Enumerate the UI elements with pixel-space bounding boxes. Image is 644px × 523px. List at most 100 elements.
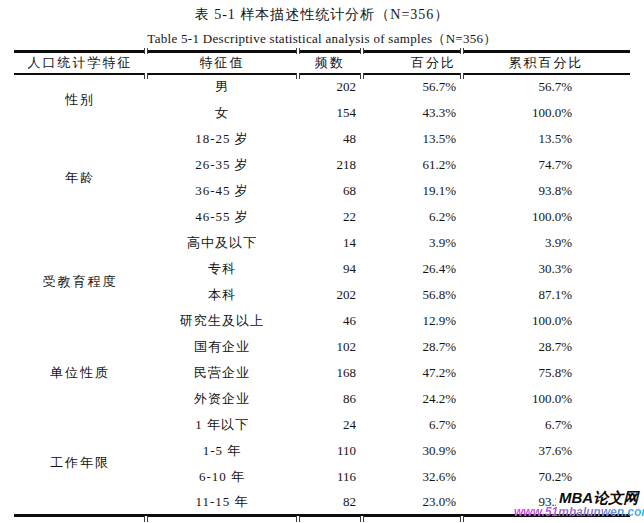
border-tick [360, 516, 364, 522]
border-tick [144, 73, 148, 79]
feature-value-cell: 36-45 岁 [146, 178, 298, 204]
table-body: 性别男20256.7%56.7%女15443.3%100.0%年龄18-25 岁… [14, 74, 630, 516]
frequency-cell: 116 [298, 464, 362, 490]
cumulative-percentage-cell: 100.0% [462, 308, 630, 334]
frequency-cell: 102 [298, 334, 362, 360]
cumulative-percentage-cell: 87.1% [462, 282, 630, 308]
border-tick [360, 48, 364, 54]
table-row: 受教育程度高中及以下143.9%3.9% [14, 230, 630, 256]
frequency-cell: 46 [298, 308, 362, 334]
group-label-cell: 年龄 [14, 126, 146, 230]
table-row: 年龄18-25 岁4813.5%13.5% [14, 126, 630, 152]
percentage-cell: 19.1% [362, 178, 462, 204]
feature-value-cell: 18-25 岁 [146, 126, 298, 152]
frequency-cell: 24 [298, 412, 362, 438]
col-header-percentage: 百分比 [362, 52, 462, 74]
col-header-cumulative-percentage: 累积百分比 [462, 52, 630, 74]
percentage-cell: 30.9% [362, 438, 462, 464]
cumulative-percentage-cell: 13.5% [462, 126, 630, 152]
percentage-cell: 56.7% [362, 74, 462, 100]
cumulative-percentage-cell: 6.7% [462, 412, 630, 438]
percentage-cell: 6.7% [362, 412, 462, 438]
frequency-cell: 14 [298, 230, 362, 256]
table-row: 工作年限1 年以下246.7%6.7% [14, 412, 630, 438]
frequency-cell: 218 [298, 152, 362, 178]
frequency-cell: 202 [298, 74, 362, 100]
border-tick [296, 48, 300, 54]
frequency-cell: 48 [298, 126, 362, 152]
feature-value-cell: 46-55 岁 [146, 204, 298, 230]
frequency-cell: 22 [298, 204, 362, 230]
feature-value-cell: 外资企业 [146, 386, 298, 412]
cumulative-percentage-cell: 70.2% [462, 464, 630, 490]
cumulative-percentage-cell: 3.9% [462, 230, 630, 256]
border-tick [460, 73, 464, 79]
cumulative-percentage-cell: 93.8% [462, 178, 630, 204]
border-tick [144, 48, 148, 54]
cumulative-percentage-cell: 30.3% [462, 256, 630, 282]
cumulative-percentage-cell: 75.8% [462, 360, 630, 386]
cumulative-percentage-cell: 74.7% [462, 152, 630, 178]
col-header-demographic-characteristic: 人口统计学特征 [14, 52, 146, 74]
cumulative-percentage-cell: 100.0% [462, 100, 630, 126]
frequency-cell: 82 [298, 490, 362, 516]
border-tick [460, 48, 464, 54]
percentage-cell: 24.2% [362, 386, 462, 412]
percentage-cell: 6.2% [362, 204, 462, 230]
percentage-cell: 26.4% [362, 256, 462, 282]
table-header-row: 人口统计学特征 特征值 频数 百分比 累积百分比 [14, 52, 630, 74]
frequency-cell: 154 [298, 100, 362, 126]
feature-value-cell: 11-15 年 [146, 490, 298, 516]
watermark-brand: MBA论文网 [556, 489, 639, 506]
percentage-cell: 32.6% [362, 464, 462, 490]
feature-value-cell: 1 年以下 [146, 412, 298, 438]
group-label-cell: 性别 [14, 74, 146, 126]
border-tick [460, 516, 464, 522]
border-tick [360, 73, 364, 79]
percentage-cell: 28.7% [362, 334, 462, 360]
descriptive-stats-table: 人口统计学特征 特征值 频数 百分比 累积百分比 性别男20256.7%56.7… [14, 50, 630, 517]
feature-value-cell: 国有企业 [146, 334, 298, 360]
cumulative-percentage-cell: 100.0% [462, 386, 630, 412]
feature-value-cell: 本科 [146, 282, 298, 308]
percentage-cell: 43.3% [362, 100, 462, 126]
col-header-feature-value: 特征值 [146, 52, 298, 74]
frequency-cell: 110 [298, 438, 362, 464]
border-tick [296, 516, 300, 522]
frequency-cell: 168 [298, 360, 362, 386]
table-title-en: Table 5-1 Descriptive statistical analys… [0, 31, 644, 47]
border-tick [144, 516, 148, 522]
cumulative-percentage-cell: 28.7% [462, 334, 630, 360]
thesis-page: 表 5-1 样本描述性统计分析（N=356） Table 5-1 Descrip… [0, 0, 644, 523]
percentage-cell: 13.5% [362, 126, 462, 152]
feature-value-cell: 民营企业 [146, 360, 298, 386]
percentage-cell: 23.0% [362, 490, 462, 516]
watermark-url: www.51mbalunwen.com [511, 505, 644, 519]
percentage-cell: 3.9% [362, 230, 462, 256]
group-label-cell: 单位性质 [14, 334, 146, 412]
cumulative-percentage-cell: 100.0% [462, 204, 630, 230]
feature-value-cell: 6-10 年 [146, 464, 298, 490]
percentage-cell: 61.2% [362, 152, 462, 178]
table-title-zh: 表 5-1 样本描述性统计分析（N=356） [0, 0, 644, 23]
table-row: 性别男20256.7%56.7% [14, 74, 630, 100]
frequency-cell: 86 [298, 386, 362, 412]
frequency-cell: 94 [298, 256, 362, 282]
feature-value-cell: 研究生及以上 [146, 308, 298, 334]
border-tick [296, 73, 300, 79]
feature-value-cell: 女 [146, 100, 298, 126]
feature-value-cell: 男 [146, 74, 298, 100]
group-label-cell: 工作年限 [14, 412, 146, 516]
frequency-cell: 202 [298, 282, 362, 308]
percentage-cell: 56.8% [362, 282, 462, 308]
feature-value-cell: 专科 [146, 256, 298, 282]
percentage-cell: 47.2% [362, 360, 462, 386]
cumulative-percentage-cell: 56.7% [462, 74, 630, 100]
frequency-cell: 68 [298, 178, 362, 204]
feature-value-cell: 1-5 年 [146, 438, 298, 464]
col-header-frequency: 频数 [298, 52, 362, 74]
feature-value-cell: 26-35 岁 [146, 152, 298, 178]
feature-value-cell: 高中及以下 [146, 230, 298, 256]
group-label-cell: 受教育程度 [14, 230, 146, 334]
percentage-cell: 12.9% [362, 308, 462, 334]
